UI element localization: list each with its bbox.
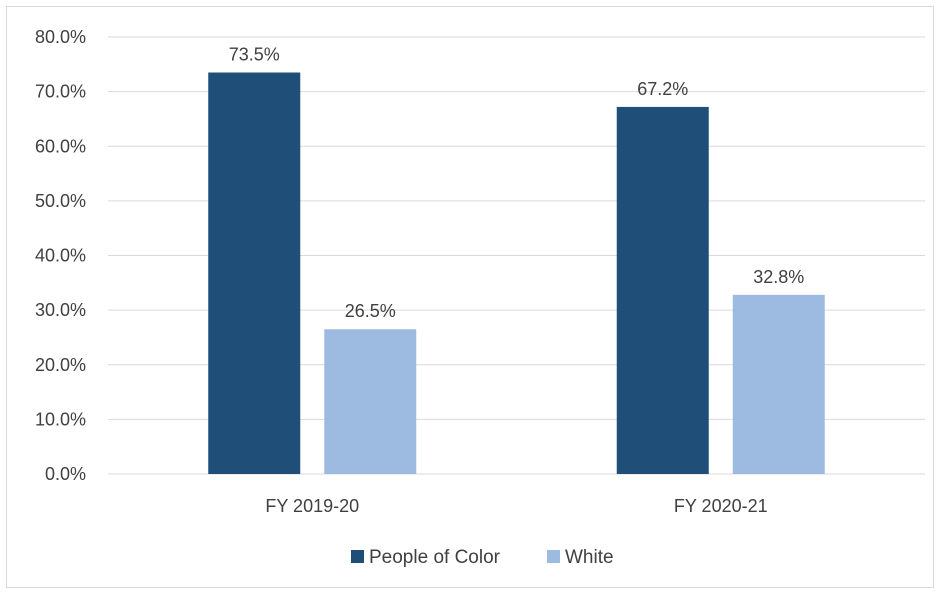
bar — [208, 72, 301, 474]
data-label: 26.5% — [345, 301, 396, 321]
bar — [616, 106, 709, 475]
y-tick-label: 10.0% — [35, 409, 86, 429]
y-axis-ticks: 0.0% 10.0% 20.0% 30.0% 40.0% 50.0% 60.0% 70.0% 8… — [35, 27, 86, 484]
y-tick-label: 40.0% — [35, 246, 86, 266]
x-axis-ticks: FY 2019-20 FY 2020-21 — [265, 496, 767, 516]
legend: People of Color White — [351, 547, 614, 568]
bar — [732, 294, 825, 474]
legend-label: White — [565, 547, 614, 568]
y-tick-label: 70.0% — [35, 82, 86, 102]
legend-label: People of Color — [369, 547, 501, 568]
legend-swatch — [547, 550, 560, 563]
data-label: 73.5% — [229, 45, 280, 65]
x-tick-label: FY 2019-20 — [265, 496, 359, 516]
y-tick-label: 60.0% — [35, 136, 86, 156]
data-label: 32.8% — [753, 267, 804, 287]
legend-swatch — [351, 550, 364, 563]
x-tick-label: FY 2020-21 — [674, 496, 768, 516]
data-labels: 73.5% 26.5% 67.2% 32.8% — [229, 45, 805, 322]
y-tick-label: 0.0% — [45, 464, 86, 484]
y-tick-label: 20.0% — [35, 355, 86, 375]
bar — [324, 329, 417, 474]
bars — [208, 72, 825, 475]
data-label: 67.2% — [637, 79, 688, 99]
y-tick-label: 50.0% — [35, 191, 86, 211]
y-tick-label: 30.0% — [35, 300, 86, 320]
y-tick-label: 80.0% — [35, 27, 86, 47]
